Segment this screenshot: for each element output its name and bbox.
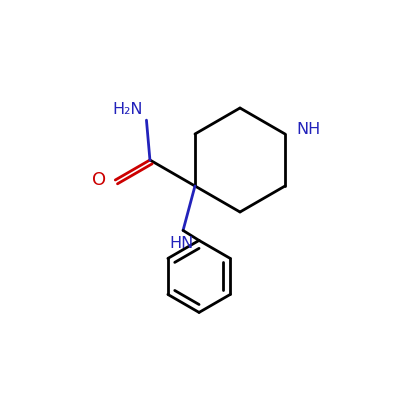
Text: H₂N: H₂N — [112, 102, 142, 117]
Text: HN: HN — [169, 236, 193, 252]
Text: NH: NH — [296, 122, 320, 138]
Text: O: O — [92, 171, 106, 189]
